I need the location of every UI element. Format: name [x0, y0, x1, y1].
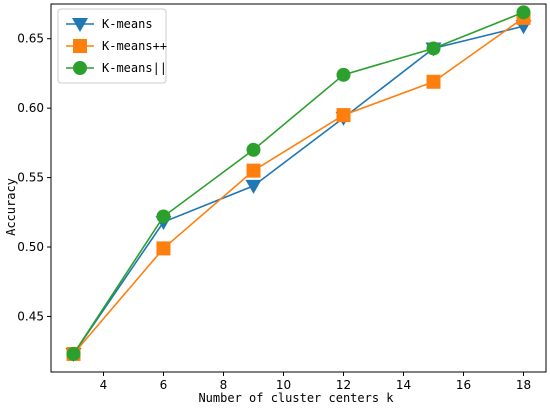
plot-frame [50, 3, 547, 373]
series-layer [65, 5, 532, 362]
y-tick-label: 0.50 [17, 240, 44, 254]
x-tick-label: 16 [456, 378, 471, 392]
legend-marker [73, 61, 87, 75]
x-axis-label: Number of cluster centers k [198, 391, 394, 405]
data-point [156, 241, 171, 256]
legend-marker [72, 18, 88, 32]
legend: K-means K-means++ K-means|| [57, 8, 167, 84]
x-tick-label: 10 [276, 378, 291, 392]
data-point [245, 179, 262, 194]
data-point [156, 209, 171, 224]
legend-marker [73, 39, 87, 53]
legend-entry: K-means++ [66, 39, 167, 53]
x-tick-label: 6 [160, 378, 168, 392]
series-line [72, 17, 524, 355]
y-tick-label: 0.45 [17, 309, 44, 323]
y-tick-label: 0.60 [17, 101, 44, 115]
x-tick-label: 8 [220, 378, 228, 392]
series-line [72, 11, 524, 355]
x-tick-label: 14 [396, 378, 411, 392]
data-point [336, 67, 351, 82]
data-point [336, 108, 351, 123]
legend-label: K-means [102, 17, 153, 31]
data-point [426, 74, 441, 89]
data-point [66, 346, 81, 361]
data-point [246, 142, 261, 157]
x-tick-label: 12 [336, 378, 351, 392]
legend-label: K-means++ [102, 39, 167, 53]
y-tick-label: 0.55 [17, 171, 44, 185]
plot-area [50, 3, 547, 373]
x-tick-label: 18 [516, 378, 531, 392]
data-point [516, 5, 531, 20]
series-line [72, 25, 524, 355]
legend-entry: K-means [66, 17, 153, 32]
legend-entry: K-means|| [66, 61, 167, 75]
series-2 [66, 5, 531, 361]
y-tick-label: 0.65 [17, 32, 44, 46]
y-axis-label: Accuracy [4, 178, 18, 236]
y-axis: 0.45 0.50 0.55 0.60 0.65 [17, 32, 51, 323]
data-point [426, 41, 441, 56]
x-tick-label: 4 [100, 378, 108, 392]
data-point [246, 163, 261, 178]
x-axis: 4 6 8 10 12 14 16 18 [100, 372, 531, 392]
legend-label: K-means|| [102, 61, 167, 75]
